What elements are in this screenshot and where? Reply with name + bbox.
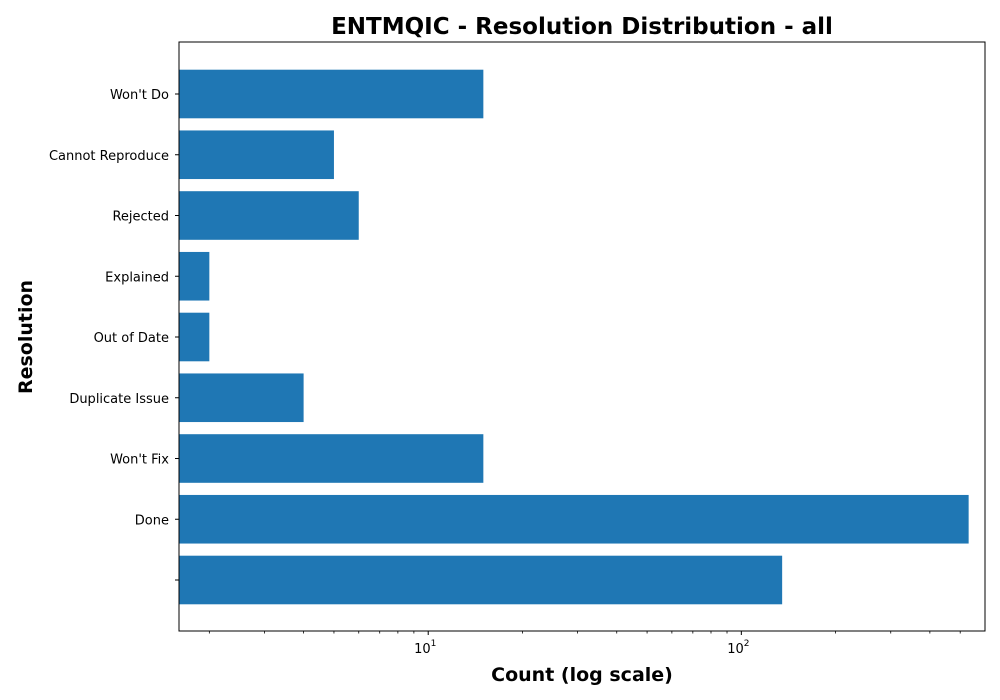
- x-tick-exponent: 2: [744, 639, 750, 649]
- y-tick-label: Cannot Reproduce: [49, 149, 169, 164]
- y-axis-label: Resolution: [15, 280, 37, 394]
- bar-rejected: [179, 191, 359, 240]
- y-tick-label: Won't Fix: [110, 453, 169, 468]
- bars-group: [179, 69, 969, 605]
- bar-cannot-reproduce: [179, 130, 334, 180]
- bar-out-of-date: [179, 312, 210, 362]
- bar-explained: [179, 251, 210, 301]
- x-tick-label: 101: [414, 639, 436, 657]
- y-tick-label: Duplicate Issue: [69, 392, 169, 407]
- bar-won-t-do: [179, 69, 484, 119]
- y-axis-ticks: Done Won't Fix Duplicate Issue Out of Date E…: [49, 88, 179, 581]
- x-tick-label: 102: [727, 639, 749, 657]
- x-axis-label: Count (log scale): [491, 664, 673, 686]
- y-tick-label: Explained: [105, 270, 169, 285]
- x-tick-base: 10: [727, 642, 744, 657]
- y-tick-label: Rejected: [112, 210, 169, 225]
- bar-unlabeled: [179, 555, 783, 605]
- chart-title: ENTMQIC - Resolution Distribution - all: [331, 14, 833, 40]
- x-tick-exponent: 1: [431, 639, 437, 649]
- x-tick-base: 10: [414, 642, 431, 657]
- bar-won-t-fix: [179, 434, 484, 483]
- plot-frame: [178, 41, 986, 632]
- x-axis-ticks: 101 102: [208, 631, 961, 657]
- y-tick-label: Won't Do: [110, 88, 169, 103]
- y-tick-label: Out of Date: [94, 331, 169, 346]
- bar-done: [179, 494, 969, 544]
- bar-duplicate-issue: [179, 373, 304, 423]
- y-tick-label: Done: [135, 513, 169, 528]
